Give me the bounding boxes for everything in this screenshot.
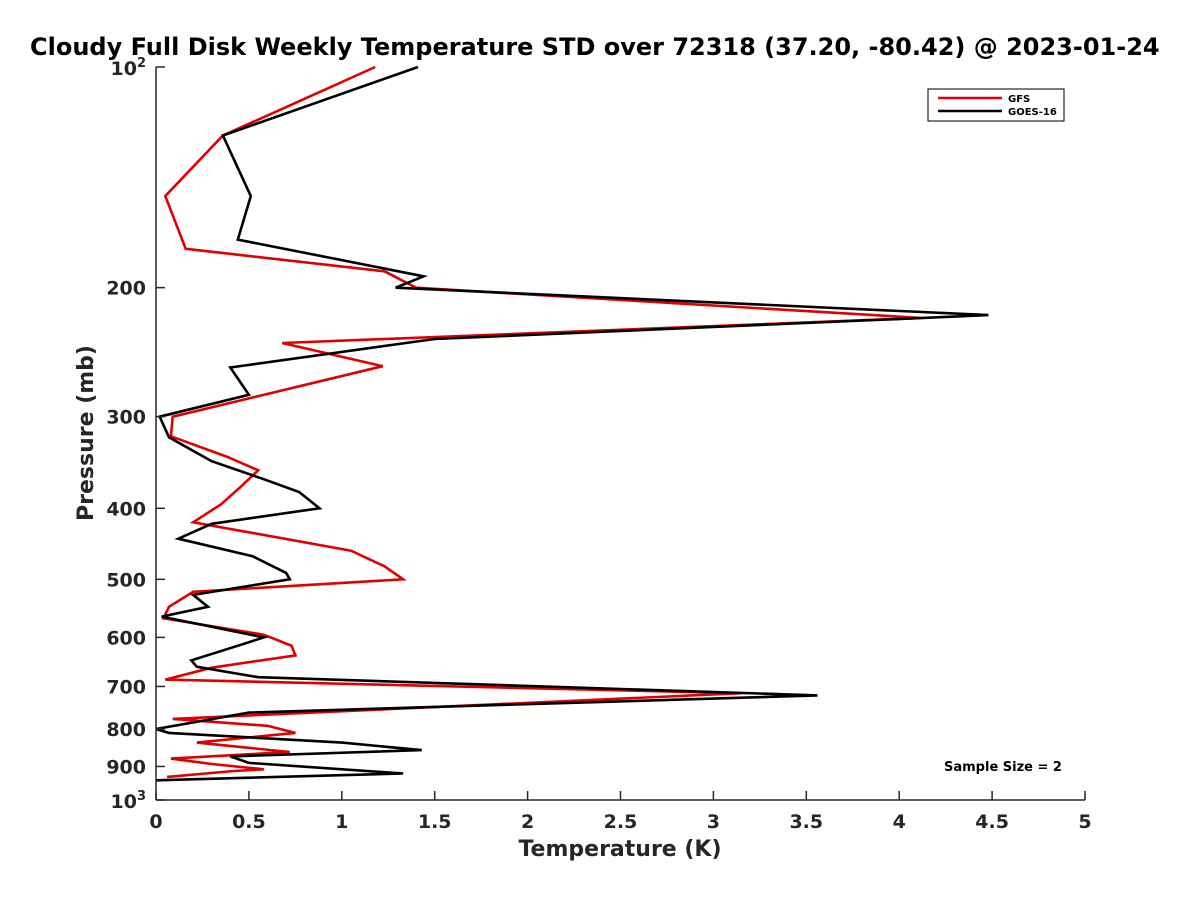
x-tick-label: 3: [707, 811, 720, 833]
legend-label: GFS: [1008, 94, 1030, 105]
x-tick-label: 2: [521, 811, 534, 833]
series-line-goes-16: [155, 65, 989, 782]
legend-box: [927, 88, 1065, 122]
x-tick-label: 1.5: [418, 811, 452, 833]
y-tick-label: 600: [106, 627, 146, 649]
y-tick-label: 103: [111, 789, 147, 813]
x-tick-label: 4: [893, 811, 906, 833]
plot-area: [155, 65, 989, 782]
x-tick-label: 3.5: [789, 811, 823, 833]
x-axis-label: Temperature (K): [518, 837, 721, 862]
sample-size-annotation: Sample Size = 2: [944, 760, 1062, 775]
x-tick-label: 1: [335, 811, 348, 833]
legend-label: GOES-16: [1008, 107, 1057, 118]
x-tick-label: 0: [149, 811, 162, 833]
y-tick-label: 102: [111, 56, 147, 80]
x-axis: 0 0.5 1 1.5 2 2.5 3 3.5 4 4.5 5: [149, 791, 1092, 833]
y-tick-label: 900: [106, 756, 146, 778]
y-tick-label: 300: [106, 407, 146, 429]
y-tick-label: 200: [106, 278, 146, 300]
x-tick-label: 0.5: [232, 811, 266, 833]
y-tick-label: 700: [106, 676, 146, 698]
chart-title: Cloudy Full Disk Weekly Temperature STD …: [30, 33, 1160, 61]
legend: GFS GOES-16: [927, 88, 1065, 122]
x-tick-label: 2.5: [604, 811, 638, 833]
y-axis-label: Pressure (mb): [74, 345, 99, 521]
y-tick-label: 400: [106, 498, 146, 520]
y-tick-label: 500: [106, 569, 146, 591]
y-axis: 102 200 300 400 500 600 700 800 900 103: [106, 56, 165, 813]
series-line-gfs: [161, 65, 922, 779]
x-tick-label: 4.5: [975, 811, 1009, 833]
x-tick-label: 5: [1078, 811, 1091, 833]
y-tick-label: 800: [106, 719, 146, 741]
